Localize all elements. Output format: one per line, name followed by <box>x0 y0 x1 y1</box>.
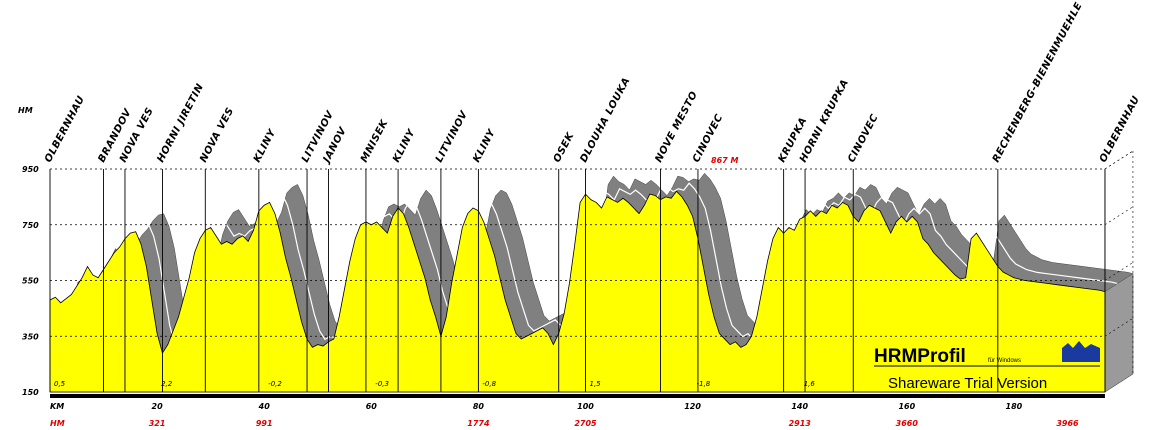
place-label: KLINY <box>471 126 498 164</box>
cumulative-hm-value: 991 <box>256 419 273 428</box>
logo-title: HRMProfil <box>874 346 966 367</box>
grid-line-3d <box>1104 206 1134 226</box>
place-label: KLINY <box>252 126 279 164</box>
place-label: MNISEK <box>359 117 391 164</box>
x-tick-label: 100 <box>577 402 594 411</box>
grid-lines: 150 350 550 750 950 HM <box>18 106 1134 397</box>
place-label: RECHENBERG-BIENENMUEHLE <box>991 1 1085 165</box>
gradient-label: 1,6 <box>804 380 816 388</box>
x-tick-label: 60 <box>366 402 378 411</box>
x-tick-label: 40 <box>258 402 271 411</box>
x-axis-bar <box>50 394 1105 398</box>
logo-subtitle: für Windows <box>988 358 1021 364</box>
side-face <box>1104 273 1134 393</box>
cumulative-hm-value: 3966 <box>1056 419 1079 428</box>
profile-fill <box>49 190 1106 393</box>
cumulative-hm-label: HM <box>50 419 65 428</box>
gradient-label: -0,8 <box>482 380 496 388</box>
cumulative-hm-value: 3660 <box>896 419 919 428</box>
logo: HRMProfil für Windows Shareware Trial Ve… <box>874 341 1100 392</box>
y-axis-label: HM <box>18 106 33 115</box>
place-label: NOVA VES <box>198 106 236 165</box>
grid-line-3d <box>1104 262 1134 281</box>
cumulative-hm-value: 1774 <box>467 419 490 428</box>
y-tick-label: 950 <box>22 165 39 174</box>
axes: KM 20 40 60 80 100 120 140 160 180 HM 321 991 1774 270… <box>50 394 1105 428</box>
x-tick-label: 160 <box>898 402 915 411</box>
x-tick-label: 180 <box>1006 402 1023 411</box>
y-tick-label: 350 <box>22 332 39 341</box>
place-label: CINOVEC <box>846 112 881 164</box>
x-tick-label: 80 <box>473 402 485 411</box>
y-tick-label: 150 <box>22 388 39 397</box>
place-label: HORNI JIRETIN <box>155 82 206 165</box>
x-axis-label: KM <box>50 402 64 411</box>
peak-annotation: 867 M <box>711 156 738 165</box>
place-label: OLBERNHAU <box>43 94 87 164</box>
gradient-label: 1,5 <box>590 380 602 388</box>
mountain-icon <box>1062 341 1100 362</box>
trial-banner: Shareware Trial Version <box>888 375 1047 392</box>
gradient-label: -1,8 <box>697 380 711 388</box>
cumulative-hm-value: 321 <box>149 419 166 428</box>
y-tick-label: 750 <box>22 221 39 230</box>
gradient-label: 2,2 <box>161 380 173 388</box>
cumulative-hm-value: 2913 <box>789 419 812 428</box>
x-tick-label: 120 <box>684 402 701 411</box>
box-edge <box>1104 150 1134 170</box>
y-tick-label: 550 <box>22 277 39 286</box>
place-label: DLOUHA LOUKA <box>578 76 632 165</box>
place-label: OLBERNHAU <box>1098 94 1142 164</box>
place-label: OSEK <box>552 130 577 164</box>
gradient-label: -0,2 <box>268 380 282 388</box>
grid-line-3d <box>1104 317 1134 337</box>
gradient-label: 0,5 <box>54 380 66 388</box>
place-label: KLINY <box>391 126 418 164</box>
place-label: LITVINOV <box>434 109 471 165</box>
x-tick-label: 140 <box>791 402 808 411</box>
gradient-label: -0,3 <box>375 380 389 388</box>
x-tick-label: 20 <box>152 402 164 411</box>
cumulative-hm-value: 2705 <box>574 419 597 428</box>
profile-area <box>49 190 1106 393</box>
